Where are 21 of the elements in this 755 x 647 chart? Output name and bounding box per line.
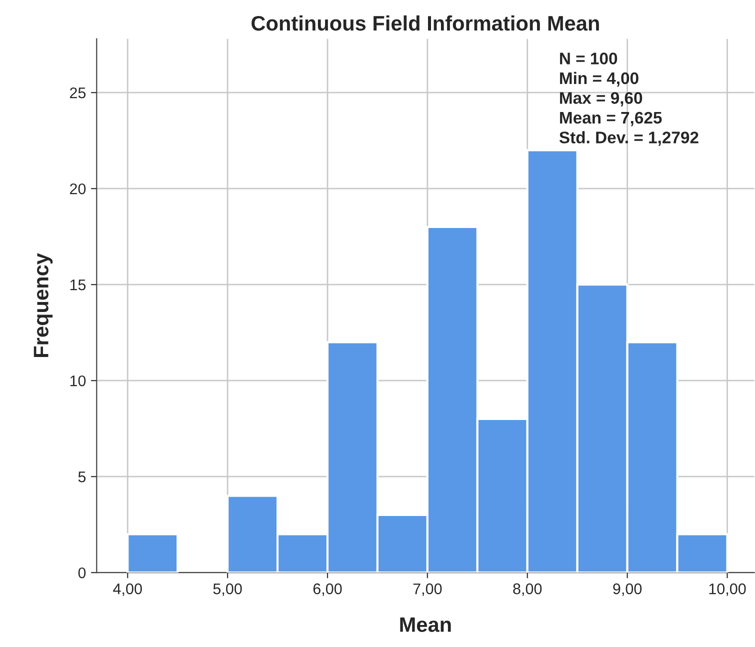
y-tick-label: 5 bbox=[78, 472, 86, 482]
annotation: Min = 4,00 bbox=[560, 72, 638, 87]
x-tick-label: 9,00 bbox=[613, 583, 642, 596]
y-tick-label: 10 bbox=[70, 375, 86, 386]
x-tick-label: 10,00 bbox=[709, 583, 746, 596]
annotation: Max = 9,60 bbox=[560, 92, 642, 106]
y-axis-title: Frequency bbox=[34, 253, 53, 357]
annotation: N = 100 bbox=[560, 52, 618, 64]
y-tick-label: 15 bbox=[70, 280, 86, 290]
x-tick-label: 4,00 bbox=[113, 583, 142, 596]
x-tick-label: 6,00 bbox=[313, 583, 342, 596]
x-axis-title: Mean bbox=[400, 617, 451, 632]
x-tick-label: 7,00 bbox=[413, 583, 442, 596]
y-tick-label: 25 bbox=[70, 87, 86, 98]
y-tick-label: 0 bbox=[78, 567, 86, 578]
x-tick-label: 8,00 bbox=[513, 583, 542, 596]
y-tick-label: 20 bbox=[70, 183, 86, 194]
annotation: Std. Dev. = 1,2792 bbox=[559, 131, 698, 146]
x-tick-label: 5,00 bbox=[213, 583, 242, 596]
annotation: Mean = 7,625 bbox=[560, 112, 662, 126]
chart-title: Continuous Field Information Mean bbox=[252, 15, 599, 31]
